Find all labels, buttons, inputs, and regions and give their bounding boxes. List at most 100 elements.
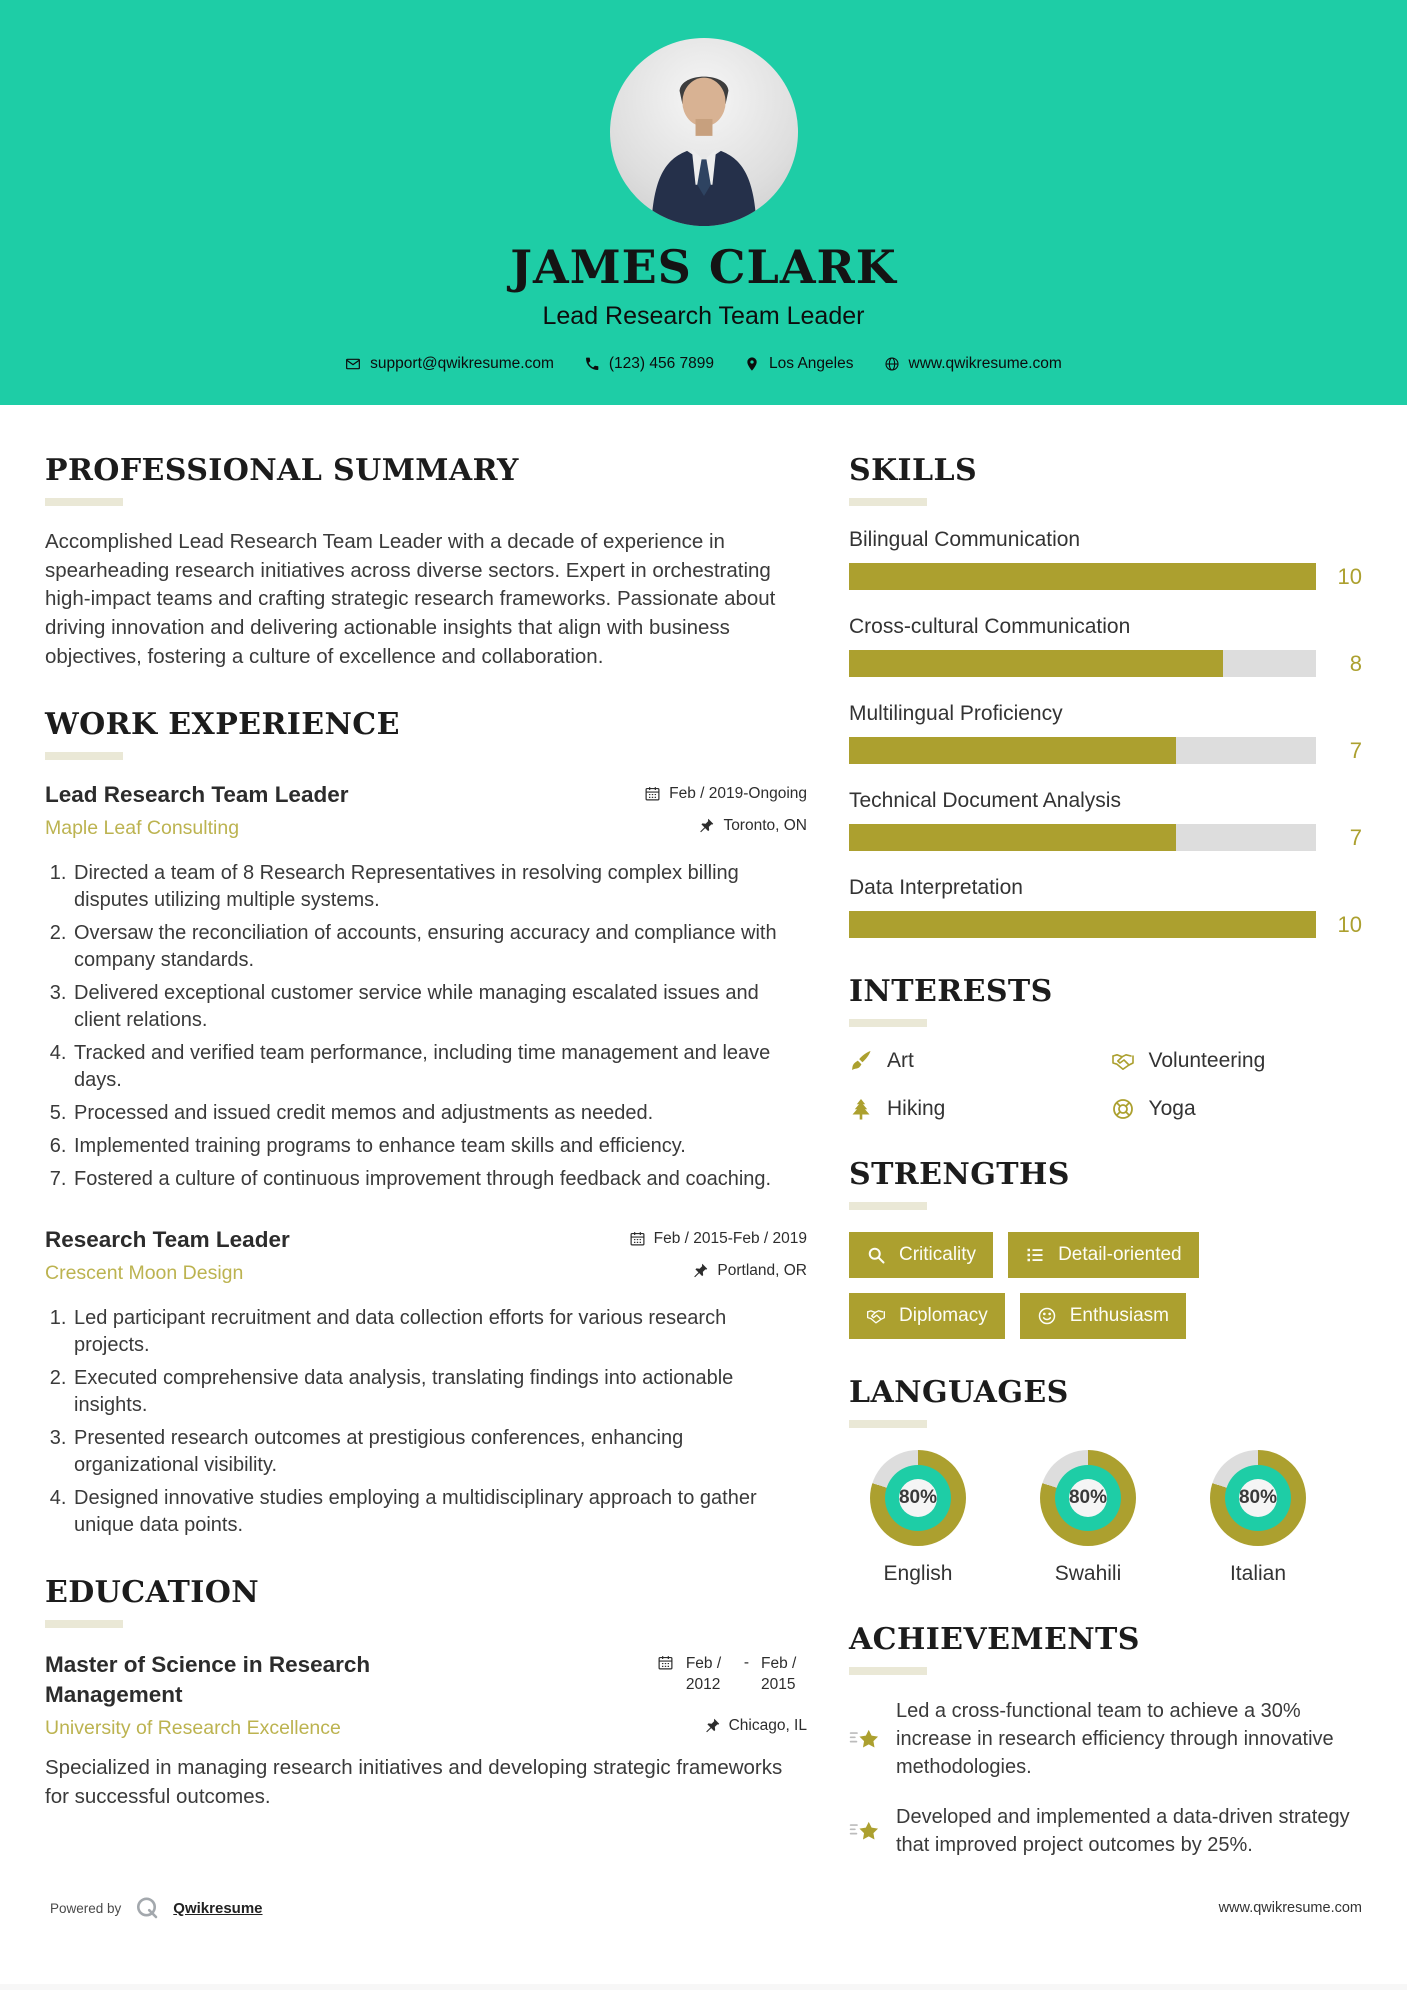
qwikresume-link[interactable]: Qwikresume — [173, 1899, 263, 1917]
interest-label: Yoga — [1148, 1097, 1196, 1120]
profile-photo — [609, 38, 798, 226]
interests-section: INTERESTS Art Volunteering Hiking Yoga — [849, 974, 1362, 1121]
person-silhouette — [650, 76, 757, 226]
education-date-end: Feb / 2015 — [761, 1655, 797, 1693]
job-sub-row: Maple Leaf Consulting Toronto, ON — [45, 810, 807, 840]
skill-name: Bilingual Communication — [849, 528, 1081, 551]
calendar-icon — [644, 785, 661, 802]
company-name: Maple Leaf Consulting — [45, 817, 240, 840]
powered-by-label: Powered by — [50, 1900, 122, 1916]
skill-bar-fill — [849, 737, 1176, 764]
company-name: Crescent Moon Design — [45, 1262, 244, 1285]
powered-by: Powered by Qwikresume — [50, 1896, 263, 1920]
job-duty-item: Tracked and verified team performance, i… — [72, 1040, 807, 1094]
job-header-row: Research Team Leader Feb / 2015-Feb / 20… — [45, 1227, 807, 1253]
contact-text: support@qwikresume.com — [370, 355, 554, 372]
language-item: 80% Italian — [1193, 1450, 1323, 1586]
education-date-separator: - — [743, 1654, 749, 1672]
strength-label: Criticality — [899, 1244, 977, 1265]
education-location-text: Chicago, IL — [728, 1716, 807, 1734]
contact-item[interactable]: support@qwikresume.com — [345, 355, 554, 373]
interests-heading: INTERESTS — [849, 974, 1053, 1009]
job-header-row: Lead Research Team Leader Feb / 2019-Ong… — [45, 782, 807, 808]
language-list: 80% English 80% Swahili 80% Italian — [849, 1450, 1362, 1586]
contact-item[interactable]: (123) 456 7899 — [584, 355, 714, 373]
job-dates-text: Feb / 2019-Ongoing — [669, 784, 807, 802]
skill-name: Technical Document Analysis — [849, 789, 1121, 812]
heading-underline — [849, 498, 927, 506]
education-header-row: Master of Science in Research Management… — [45, 1650, 807, 1709]
education-description: Specialized in managing research initiat… — [45, 1756, 783, 1809]
language-donut-chart: 80% — [870, 1450, 966, 1546]
skill-bar-row: 8 — [849, 650, 1362, 677]
job-duty-item: Presented research outcomes at prestigio… — [72, 1425, 807, 1479]
job-location-text: Toronto, ON — [723, 816, 807, 834]
contact-text: (123) 456 7899 — [608, 355, 715, 372]
skill-item: Technical Document Analysis 7 — [849, 789, 1362, 851]
job-entry: Lead Research Team Leader Feb / 2019-Ong… — [45, 782, 807, 1193]
strength-badge: Enthusiasm — [1019, 1293, 1186, 1339]
heading-underline — [849, 1667, 927, 1675]
summary-section: PROFESSIONAL SUMMARY Accomplished Lead R… — [45, 453, 807, 671]
job-duty-item: Fostered a culture of continuous improve… — [72, 1166, 807, 1193]
job-duty-item: Directed a team of 8 Research Representa… — [72, 860, 807, 914]
skill-bar-track — [849, 737, 1316, 764]
strength-label: Detail-oriented — [1058, 1244, 1182, 1265]
phone-icon — [584, 356, 600, 372]
job-dates: Feb / 2015-Feb / 2019 — [629, 1230, 807, 1248]
calendar-icon — [629, 1230, 646, 1247]
skill-bar-track — [849, 563, 1316, 590]
achievements-section: ACHIEVEMENTS Led a cross-functional team… — [849, 1622, 1362, 1859]
language-donut-chart: 80% — [1210, 1450, 1306, 1546]
heading-underline — [849, 1202, 927, 1210]
interest-label: Volunteering — [1148, 1049, 1266, 1072]
interest-item: Volunteering — [1111, 1049, 1363, 1073]
language-name: English — [883, 1562, 953, 1585]
strength-badge: Detail-oriented — [1008, 1232, 1199, 1278]
skill-bar-track — [849, 911, 1316, 938]
job-title: Research Team Leader — [45, 1227, 290, 1253]
contact-text: Los Angeles — [769, 355, 854, 372]
paintbrush-icon — [849, 1049, 873, 1073]
skills-section: SKILLS Bilingual Communication 10 Cross-… — [849, 453, 1362, 938]
skill-bar-fill — [849, 824, 1176, 851]
job-duty-item: Executed comprehensive data analysis, tr… — [72, 1365, 807, 1419]
left-column: PROFESSIONAL SUMMARY Accomplished Lead R… — [45, 453, 807, 1895]
job-duty-item: Implemented training programs to enhance… — [72, 1133, 807, 1160]
pushpin-icon — [698, 817, 715, 834]
education-section: EDUCATION Master of Science in Research … — [45, 1575, 807, 1811]
summary-text: Accomplished Lead Research Team Leader w… — [45, 530, 776, 668]
footer-website: www.qwikresume.com — [1218, 1900, 1362, 1916]
interest-label: Art — [887, 1049, 914, 1072]
contact-item[interactable]: www.qwikresume.com — [884, 355, 1062, 373]
lifebuoy-icon — [1111, 1097, 1135, 1121]
location-pin-icon — [744, 356, 760, 372]
job-list: Lead Research Team Leader Feb / 2019-Ong… — [45, 782, 807, 1539]
skill-item: Cross-cultural Communication 8 — [849, 615, 1362, 677]
language-name: Italian — [1229, 1562, 1287, 1585]
smiley-icon — [1037, 1306, 1057, 1326]
heading-underline — [849, 1019, 927, 1027]
calendar-icon — [657, 1654, 674, 1671]
bottom-strip — [0, 1984, 1407, 1990]
skills-heading: SKILLS — [849, 453, 978, 488]
contact-item[interactable]: Los Angeles — [744, 355, 854, 373]
interest-item: Art — [849, 1049, 1101, 1073]
skill-value: 8 — [1349, 650, 1362, 676]
contact-row: support@qwikresume.com (123) 456 7899 Lo… — [0, 355, 1407, 373]
skill-bar-fill — [849, 911, 1316, 938]
language-percent: 80% — [899, 1479, 937, 1517]
skill-bar-fill — [849, 650, 1223, 677]
skill-bar-row: 7 — [849, 824, 1362, 851]
job-duties: Directed a team of 8 Research Representa… — [45, 860, 807, 1193]
strength-badge: Diplomacy — [849, 1293, 1005, 1339]
language-item: 80% English — [853, 1450, 983, 1586]
achievement-text: Developed and implemented a data-driven … — [896, 1806, 1350, 1856]
search-icon — [866, 1245, 886, 1265]
work-experience-section: WORK EXPERIENCE Lead Research Team Leade… — [45, 707, 807, 1539]
heading-underline — [45, 498, 123, 506]
header-banner: JAMES CLARK Lead Research Team Leader su… — [0, 0, 1407, 405]
skill-value: 10 — [1337, 563, 1362, 589]
strength-label: Enthusiasm — [1069, 1305, 1169, 1326]
